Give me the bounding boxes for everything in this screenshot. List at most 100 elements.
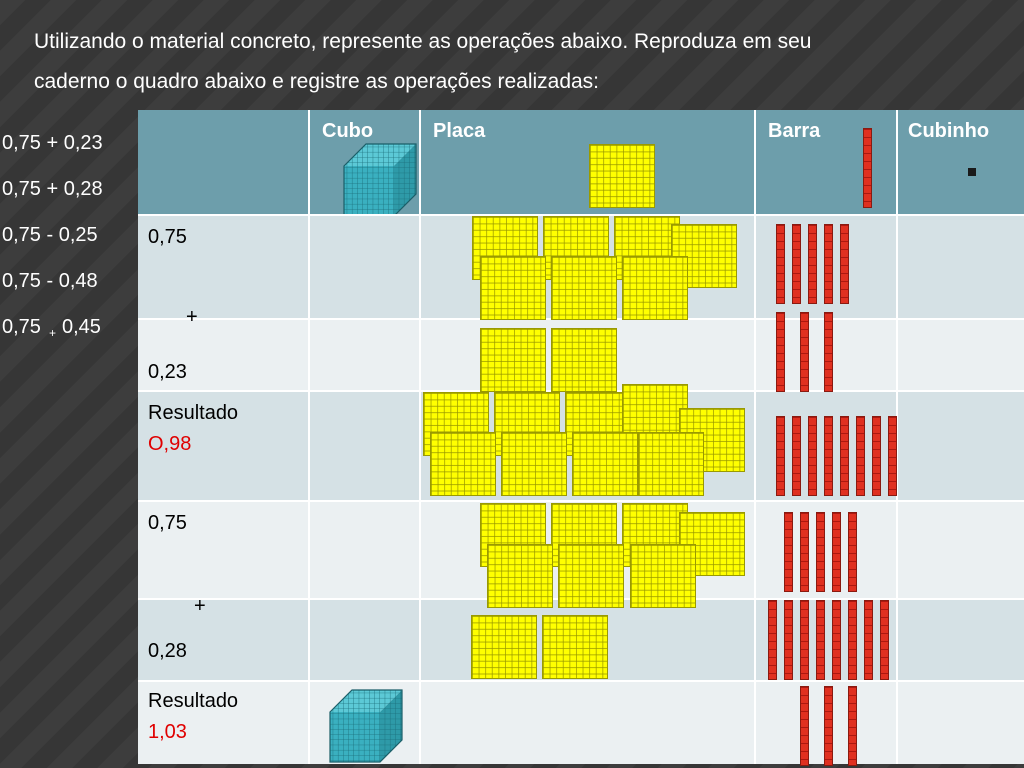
unit-cube-icon [968, 168, 976, 176]
row-6-label-cell [138, 682, 310, 764]
plate-piece [487, 544, 553, 608]
bar-piece [824, 312, 833, 392]
row-3-cubo-cell [310, 392, 421, 500]
header-cubinho: Cubinho [908, 120, 990, 142]
row-3-label-cell [138, 392, 310, 500]
plate-piece [558, 544, 624, 608]
plate-piece [480, 328, 546, 392]
plate-icon [589, 144, 655, 208]
row-5-cubo-cell [310, 600, 421, 680]
header-cell-cubo: Cubo [310, 110, 421, 217]
row-6-placa-cell [421, 682, 756, 764]
row-6-result: 1,03 [148, 721, 187, 743]
bar-piece [776, 224, 785, 304]
bar-piece [792, 416, 801, 496]
row-1-value: 0,75 [148, 226, 187, 248]
row-2-cubinho-cell [898, 320, 1024, 390]
bar-piece [840, 416, 849, 496]
row-1-label-cell [138, 216, 310, 318]
plate-piece [572, 432, 638, 496]
bar-piece [848, 600, 857, 680]
table-header-row: Cubo Placa Barra Cubinho [138, 110, 1024, 217]
operation-5-a: 0,75 [2, 316, 41, 338]
row-4-label-cell [138, 502, 310, 598]
plate-piece [551, 256, 617, 320]
row-5-barra-cell [756, 600, 898, 680]
bar-piece [848, 512, 857, 592]
bar-piece [784, 512, 793, 592]
header-barra: Barra [768, 120, 821, 142]
row-2-cubo-cell [310, 320, 421, 390]
bar-piece [824, 686, 833, 766]
row-3-label: Resultado [148, 402, 239, 424]
bar-piece [888, 416, 897, 496]
bar-piece [832, 600, 841, 680]
row-1-cubo-cell [310, 216, 421, 318]
row-6-cubinho-cell [898, 682, 1024, 764]
bar-piece [800, 686, 809, 766]
plate-piece [480, 256, 546, 320]
header-cubo: Cubo [322, 120, 374, 142]
bar-piece [784, 600, 793, 680]
plate-piece [471, 615, 537, 679]
bar-piece [800, 312, 809, 392]
row-6-label: Resultado [148, 690, 239, 712]
operation-4: 0,75 - 0,48 [2, 270, 98, 292]
plate-piece [501, 432, 567, 496]
bar-piece [768, 600, 777, 680]
row-5-label-cell [138, 600, 310, 680]
bar-piece [880, 600, 889, 680]
operation-2: 0,75 + 0,28 [2, 178, 103, 200]
plate-piece [551, 328, 617, 392]
bar-piece [864, 600, 873, 680]
cube-icon [343, 143, 417, 217]
instructions-line-1: Utilizando o material concreto, represen… [34, 30, 812, 53]
bar-piece [848, 686, 857, 766]
bar-piece [800, 600, 809, 680]
header-cell-placa: Placa [421, 110, 756, 214]
table-row-6 [138, 680, 1024, 764]
cube-piece [329, 689, 403, 763]
row-5-plus: + [194, 595, 206, 617]
row-1-cubinho-cell [898, 216, 1024, 318]
operation-5: 0,75 +0,45 [2, 316, 101, 340]
operation-5-sign: + [48, 326, 56, 340]
row-3-result: O,98 [148, 433, 192, 455]
bar-piece [776, 312, 785, 392]
plate-piece [542, 615, 608, 679]
plate-piece [630, 544, 696, 608]
instructions-line-2: caderno o quadro abaixo e registre as op… [34, 70, 600, 93]
row-4-cubinho-cell [898, 502, 1024, 598]
bar-piece [840, 224, 849, 304]
bar-piece [800, 512, 809, 592]
operation-1: 0,75 + 0,23 [2, 132, 103, 154]
bar-piece [824, 224, 833, 304]
plate-piece [430, 432, 496, 496]
row-2-label-cell [138, 320, 310, 390]
header-cell-barra: Barra [756, 110, 898, 214]
row-4-barra-cell [756, 502, 898, 598]
bar-piece [872, 416, 881, 496]
row-2-value: 0,23 [148, 361, 187, 383]
plate-piece [638, 432, 704, 496]
header-placa: Placa [433, 120, 486, 142]
row-5-value: 0,28 [148, 640, 187, 662]
bar-piece [824, 416, 833, 496]
bar-piece [832, 512, 841, 592]
header-cell-cubinho: Cubinho [898, 110, 1024, 214]
bar-piece [776, 416, 785, 496]
row-4-value: 0,75 [148, 512, 187, 534]
material-table: Cubo Placa Barra Cubinho [138, 110, 1024, 766]
bar-piece [792, 224, 801, 304]
row-4-cubo-cell [310, 502, 421, 598]
bar-piece [816, 600, 825, 680]
row-3-cubinho-cell [898, 392, 1024, 500]
operation-5-b: 0,45 [61, 316, 101, 338]
row-2-plus: + [186, 306, 198, 328]
plate-piece [622, 256, 688, 320]
bar-piece [816, 512, 825, 592]
bar-piece [808, 416, 817, 496]
header-cell-empty [138, 110, 310, 214]
bar-piece [808, 224, 817, 304]
bar-icon [863, 128, 872, 208]
